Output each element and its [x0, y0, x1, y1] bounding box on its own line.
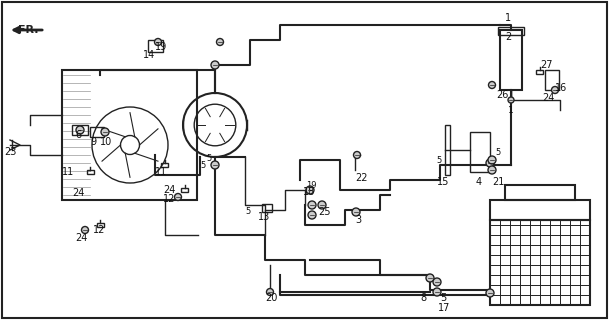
- Bar: [90, 127, 104, 137]
- Bar: [490, 200, 590, 220]
- Text: 24: 24: [542, 93, 554, 103]
- Circle shape: [426, 274, 434, 282]
- Circle shape: [267, 289, 273, 295]
- Text: 12: 12: [163, 194, 175, 204]
- Text: 4: 4: [476, 177, 482, 187]
- Circle shape: [211, 61, 219, 69]
- Circle shape: [488, 82, 496, 89]
- Bar: [470, 132, 490, 172]
- Text: 22: 22: [355, 173, 367, 183]
- Bar: [262, 204, 272, 212]
- Text: 11: 11: [155, 167, 167, 177]
- Circle shape: [308, 201, 316, 209]
- Text: 6: 6: [75, 130, 81, 140]
- Text: 24: 24: [163, 185, 175, 195]
- Bar: [498, 27, 524, 35]
- Circle shape: [318, 201, 326, 209]
- Text: 5: 5: [200, 161, 205, 170]
- Text: 11: 11: [62, 167, 74, 177]
- Text: 18: 18: [303, 187, 315, 197]
- Bar: [181, 188, 189, 192]
- Text: 9: 9: [90, 137, 96, 147]
- Circle shape: [552, 86, 558, 93]
- Circle shape: [433, 278, 441, 286]
- Text: 2: 2: [505, 32, 511, 42]
- Text: 15: 15: [437, 177, 449, 187]
- Bar: [500, 30, 522, 90]
- Text: FR.: FR.: [18, 25, 38, 35]
- Circle shape: [352, 208, 360, 216]
- Circle shape: [76, 126, 84, 134]
- Text: 8: 8: [420, 293, 426, 303]
- Circle shape: [101, 128, 109, 136]
- Text: 13: 13: [258, 212, 270, 222]
- Text: 19: 19: [155, 42, 167, 52]
- Text: 23: 23: [4, 147, 16, 157]
- Text: 5: 5: [440, 293, 446, 303]
- Text: 5: 5: [436, 156, 442, 164]
- Text: 26: 26: [496, 90, 509, 100]
- Circle shape: [486, 159, 494, 167]
- Text: 5: 5: [245, 207, 250, 217]
- Text: 20: 20: [265, 293, 277, 303]
- Text: 25: 25: [318, 207, 331, 217]
- Circle shape: [508, 97, 514, 103]
- Bar: [490, 220, 590, 305]
- Circle shape: [306, 186, 314, 194]
- Text: 1: 1: [508, 106, 514, 115]
- Bar: [148, 40, 163, 52]
- Bar: [161, 163, 169, 167]
- Circle shape: [82, 227, 88, 234]
- Circle shape: [488, 156, 496, 164]
- Circle shape: [217, 38, 224, 45]
- Bar: [545, 70, 559, 90]
- Text: 10: 10: [100, 137, 112, 147]
- Text: 5: 5: [206, 154, 211, 163]
- Bar: [537, 70, 543, 74]
- Text: 19: 19: [306, 180, 317, 189]
- Bar: [445, 125, 450, 175]
- Circle shape: [488, 166, 496, 174]
- Circle shape: [155, 38, 161, 45]
- Bar: [505, 185, 575, 200]
- Text: 5: 5: [495, 148, 500, 156]
- Circle shape: [211, 161, 219, 169]
- Bar: [86, 170, 94, 174]
- Circle shape: [353, 151, 361, 158]
- Circle shape: [175, 194, 181, 201]
- Circle shape: [433, 288, 441, 296]
- Text: 27: 27: [540, 60, 552, 70]
- Text: 24: 24: [75, 233, 87, 243]
- Bar: [72, 125, 88, 135]
- Text: 17: 17: [438, 303, 451, 313]
- Circle shape: [486, 289, 494, 297]
- Text: 1: 1: [505, 13, 511, 23]
- Text: 16: 16: [555, 83, 567, 93]
- Text: 12: 12: [93, 225, 105, 235]
- Circle shape: [308, 211, 316, 219]
- Text: 14: 14: [143, 50, 155, 60]
- Bar: [62, 70, 197, 200]
- Bar: [96, 223, 104, 227]
- Text: 21: 21: [492, 177, 504, 187]
- Text: 24: 24: [72, 188, 85, 198]
- Text: 3: 3: [355, 215, 361, 225]
